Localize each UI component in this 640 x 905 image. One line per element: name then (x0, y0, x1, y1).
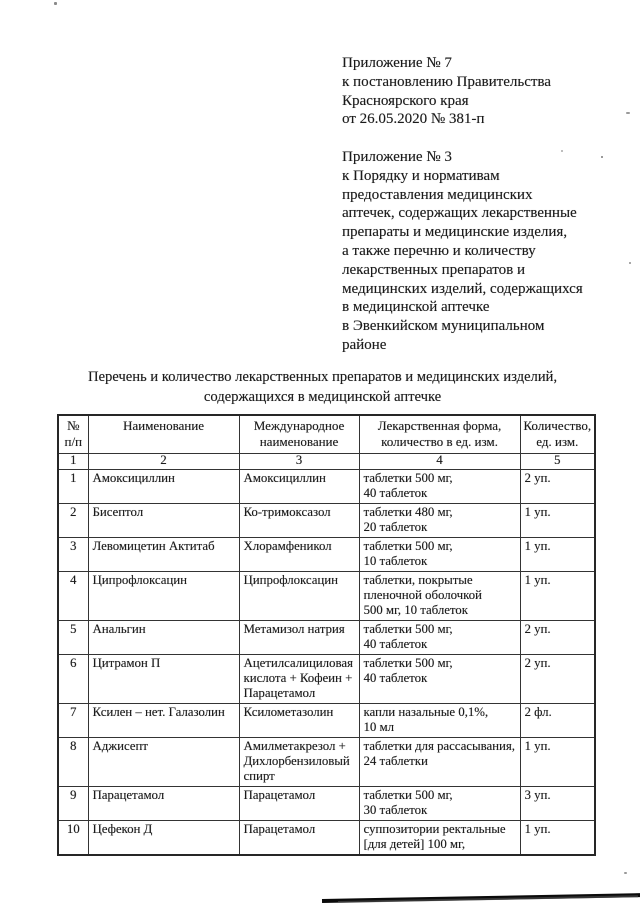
cell-name: Цефекон Д (87, 819, 240, 855)
table-row: 2 Бисептол Ко-тримоксазол таблетки 480 мг, … (57, 502, 596, 538)
table-row: 1 Амоксициллин Амоксициллин таблетки 500 мг… (57, 468, 596, 504)
cell-row-number: 7 (57, 702, 89, 738)
column-header-2: Наименование (87, 414, 240, 454)
cell-form-quantity: таблетки 500 мг, 10 таблеток (358, 536, 521, 572)
cell-inn: Парацетамол (238, 819, 360, 855)
cell-row-number: 10 (57, 819, 89, 855)
scan-speck (601, 156, 603, 158)
cell-row-number: 5 (57, 619, 89, 655)
cell-form-quantity: суппозитории ректальные [для детей] 100 … (358, 819, 521, 855)
cell-amount: 2 уп. (519, 619, 596, 655)
cell-amount: 1 уп. (519, 536, 596, 572)
appendix-reference-block-2: Приложение № 3 к Порядку и нормативам пр… (342, 149, 583, 353)
table-row: 5 Анальгин Метамизол натрия таблетки 500 мг… (57, 619, 596, 655)
cell-row-number: 6 (57, 653, 89, 704)
table-row: 3 Левомицетин Актитаб Хлорамфеникол таблетк… (57, 536, 596, 572)
cell-row-number: 3 (57, 536, 89, 572)
table-row: 9 Парацетамол Парацетамол таблетки 500 мг, … (57, 785, 596, 821)
cell-inn: Метамизол натрия (238, 619, 360, 655)
cell-name: Бисептол (87, 502, 240, 538)
cell-inn: Амилметакрезол + Дихлорбензиловый спирт (238, 736, 360, 787)
column-index-cell: 2 (87, 453, 240, 470)
cell-inn: Ксилометазолин (238, 702, 360, 738)
cell-form-quantity: таблетки, покрытые пленочной оболочкой 5… (358, 570, 521, 621)
column-index-cell: 5 (519, 453, 596, 470)
scan-speck (624, 872, 627, 874)
document-title: Перечень и количество лекарственных преп… (87, 369, 558, 405)
cell-inn: Амоксициллин (238, 468, 360, 504)
cell-name: Цитрамон П (87, 653, 240, 704)
table-body: 1 Амоксициллин Амоксициллин таблетки 500 мг… (57, 468, 596, 855)
column-header-3: Международное наименование (238, 414, 360, 454)
cell-name: Левомицетин Актитаб (87, 536, 240, 572)
cell-form-quantity: таблетки 500 мг, 30 таблеток (358, 785, 521, 821)
cell-amount: 2 уп. (519, 468, 596, 504)
cell-inn: Ко-тримоксазол (238, 502, 360, 538)
cell-inn: Ципрофлоксацин (238, 570, 360, 621)
cell-form-quantity: таблетки 480 мг, 20 таблеток (358, 502, 521, 538)
cell-form-quantity: капли назальные 0,1%, 10 мл (358, 702, 521, 738)
table-row: 8 Аджисепт Амилметакрезол + Дихлорбензилов… (57, 736, 596, 787)
cell-row-number: 2 (57, 502, 89, 538)
table-row: 6 Цитрамон П Ацетилсалициловая кислота + К… (57, 653, 596, 704)
cell-name: Анальгин (87, 619, 240, 655)
column-header-4: Лекарственная форма, количество в ед. из… (358, 414, 521, 454)
table-row: 4 Ципрофлоксацин Ципрофлоксацин таблетки, п… (57, 570, 596, 621)
cell-name: Амоксициллин (87, 468, 240, 504)
medications-table: № п/п Наименование Международное наименова… (57, 414, 596, 856)
cell-row-number: 9 (57, 785, 89, 821)
table-row: 7 Ксилен – нет. Галазолин Ксилометазолин ка… (57, 702, 596, 738)
cell-form-quantity: таблетки 500 мг, 40 таблеток (358, 468, 521, 504)
column-index-cell: 3 (238, 453, 360, 470)
column-header-1: № п/п (57, 414, 89, 454)
cell-inn: Ацетилсалициловая кислота + Кофеин + Пар… (238, 653, 360, 704)
column-header-5: Количество, ед. изм. (519, 414, 596, 454)
scan-speck (629, 262, 631, 264)
cell-amount: 2 фл. (519, 702, 596, 738)
cell-form-quantity: таблетки 500 мг, 40 таблеток (358, 619, 521, 655)
cell-amount: 1 уп. (519, 570, 596, 621)
header-row: № п/п Наименование Международное наименова… (57, 414, 596, 454)
cell-inn: Парацетамол (238, 785, 360, 821)
cell-name: Аджисепт (87, 736, 240, 787)
column-index-cell: 4 (358, 453, 521, 470)
cell-name: Ксилен – нет. Галазолин (87, 702, 240, 738)
table-head: № п/п Наименование Международное наименова… (57, 414, 596, 470)
cell-name: Парацетамол (87, 785, 240, 821)
cell-amount: 1 уп. (519, 736, 596, 787)
scan-speck (561, 150, 563, 152)
table-row: 10 Цефекон Д Парацетамол суппозитории ректа… (57, 819, 596, 855)
scan-speck (54, 2, 57, 5)
cell-name: Ципрофлоксацин (87, 570, 240, 621)
cell-amount: 2 уп. (519, 653, 596, 704)
appendix-reference-block-1: Приложение № 7 к постановлению Правитель… (342, 55, 551, 128)
cell-row-number: 1 (57, 468, 89, 504)
cell-form-quantity: таблетки 500 мг, 40 таблеток (358, 653, 521, 704)
cell-inn: Хлорамфеникол (238, 536, 360, 572)
column-index-cell: 1 (57, 453, 89, 470)
cell-amount: 1 уп. (519, 819, 596, 855)
cell-row-number: 4 (57, 570, 89, 621)
cell-form-quantity: таблетки для рассасывания, 24 таблетки (358, 736, 521, 787)
cell-amount: 1 уп. (519, 502, 596, 538)
cell-amount: 3 уп. (519, 785, 596, 821)
cell-row-number: 8 (57, 736, 89, 787)
scan-speck (626, 112, 630, 114)
